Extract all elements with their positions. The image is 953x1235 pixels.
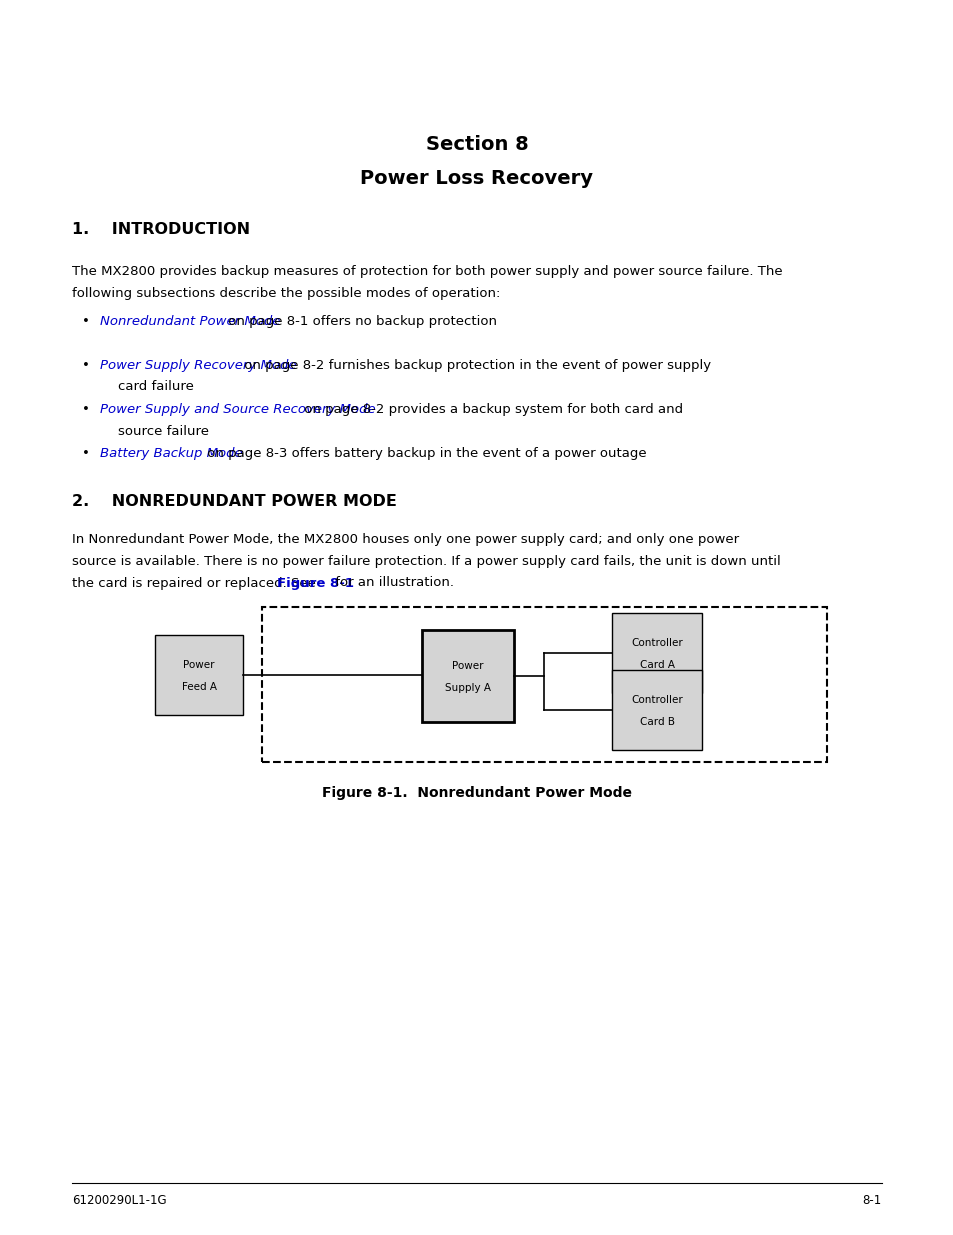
Text: Feed A: Feed A [181,682,216,692]
Text: source is available. There is no power failure protection. If a power supply car: source is available. There is no power f… [71,555,780,568]
Bar [612,671,701,750]
Bar [262,606,826,762]
Text: Figure 8-1: Figure 8-1 [277,577,354,589]
Text: Power Supply and Source Recovery Mode: Power Supply and Source Recovery Mode [100,404,375,416]
Text: the card is repaired or replaced. See: the card is repaired or replaced. See [71,577,320,589]
Text: Power Supply Recovery Mode: Power Supply Recovery Mode [100,358,296,372]
Text: following subsections describe the possible modes of operation:: following subsections describe the possi… [71,287,500,300]
Text: on page 8-1 offers no backup protection: on page 8-1 offers no backup protection [224,315,497,329]
Text: •: • [82,315,90,329]
Bar [612,613,701,693]
Bar [421,630,514,722]
Text: Power Loss Recovery: Power Loss Recovery [360,168,593,188]
Text: Figure 8-1.  Nonredundant Power Mode: Figure 8-1. Nonredundant Power Mode [322,785,631,800]
Text: source failure: source failure [118,425,209,438]
Text: Card A: Card A [639,659,674,671]
Text: Controller: Controller [631,638,682,648]
Text: •: • [82,447,90,459]
Text: Nonredundant Power Mode: Nonredundant Power Mode [100,315,280,329]
Text: Section 8: Section 8 [425,136,528,154]
Text: card failure: card failure [118,380,193,393]
Text: Power: Power [452,661,483,671]
Text: 8-1: 8-1 [862,1193,882,1207]
Text: 1.    INTRODUCTION: 1. INTRODUCTION [71,222,250,237]
Text: for an illustration.: for an illustration. [331,577,454,589]
Text: 2.    NONREDUNDANT POWER MODE: 2. NONREDUNDANT POWER MODE [71,494,396,509]
Text: Controller: Controller [631,695,682,705]
Text: 61200290L1-1G: 61200290L1-1G [71,1193,167,1207]
Text: In Nonredundant Power Mode, the MX2800 houses only one power supply card; and on: In Nonredundant Power Mode, the MX2800 h… [71,534,739,547]
Text: Card B: Card B [639,718,674,727]
Text: on page 8-3 offers battery backup in the event of a power outage: on page 8-3 offers battery backup in the… [202,447,645,459]
Text: Power: Power [183,659,214,671]
Text: Supply A: Supply A [444,683,491,693]
Text: on page 8-2 furnishes backup protection in the event of power supply: on page 8-2 furnishes backup protection … [240,358,711,372]
Text: •: • [82,404,90,416]
Text: The MX2800 provides backup measures of protection for both power supply and powe: The MX2800 provides backup measures of p… [71,266,781,279]
Text: •: • [82,358,90,372]
Bar [154,635,243,715]
Text: on page 8-2 provides a backup system for both card and: on page 8-2 provides a backup system for… [299,404,682,416]
Text: Battery Backup Mode: Battery Backup Mode [100,447,242,459]
